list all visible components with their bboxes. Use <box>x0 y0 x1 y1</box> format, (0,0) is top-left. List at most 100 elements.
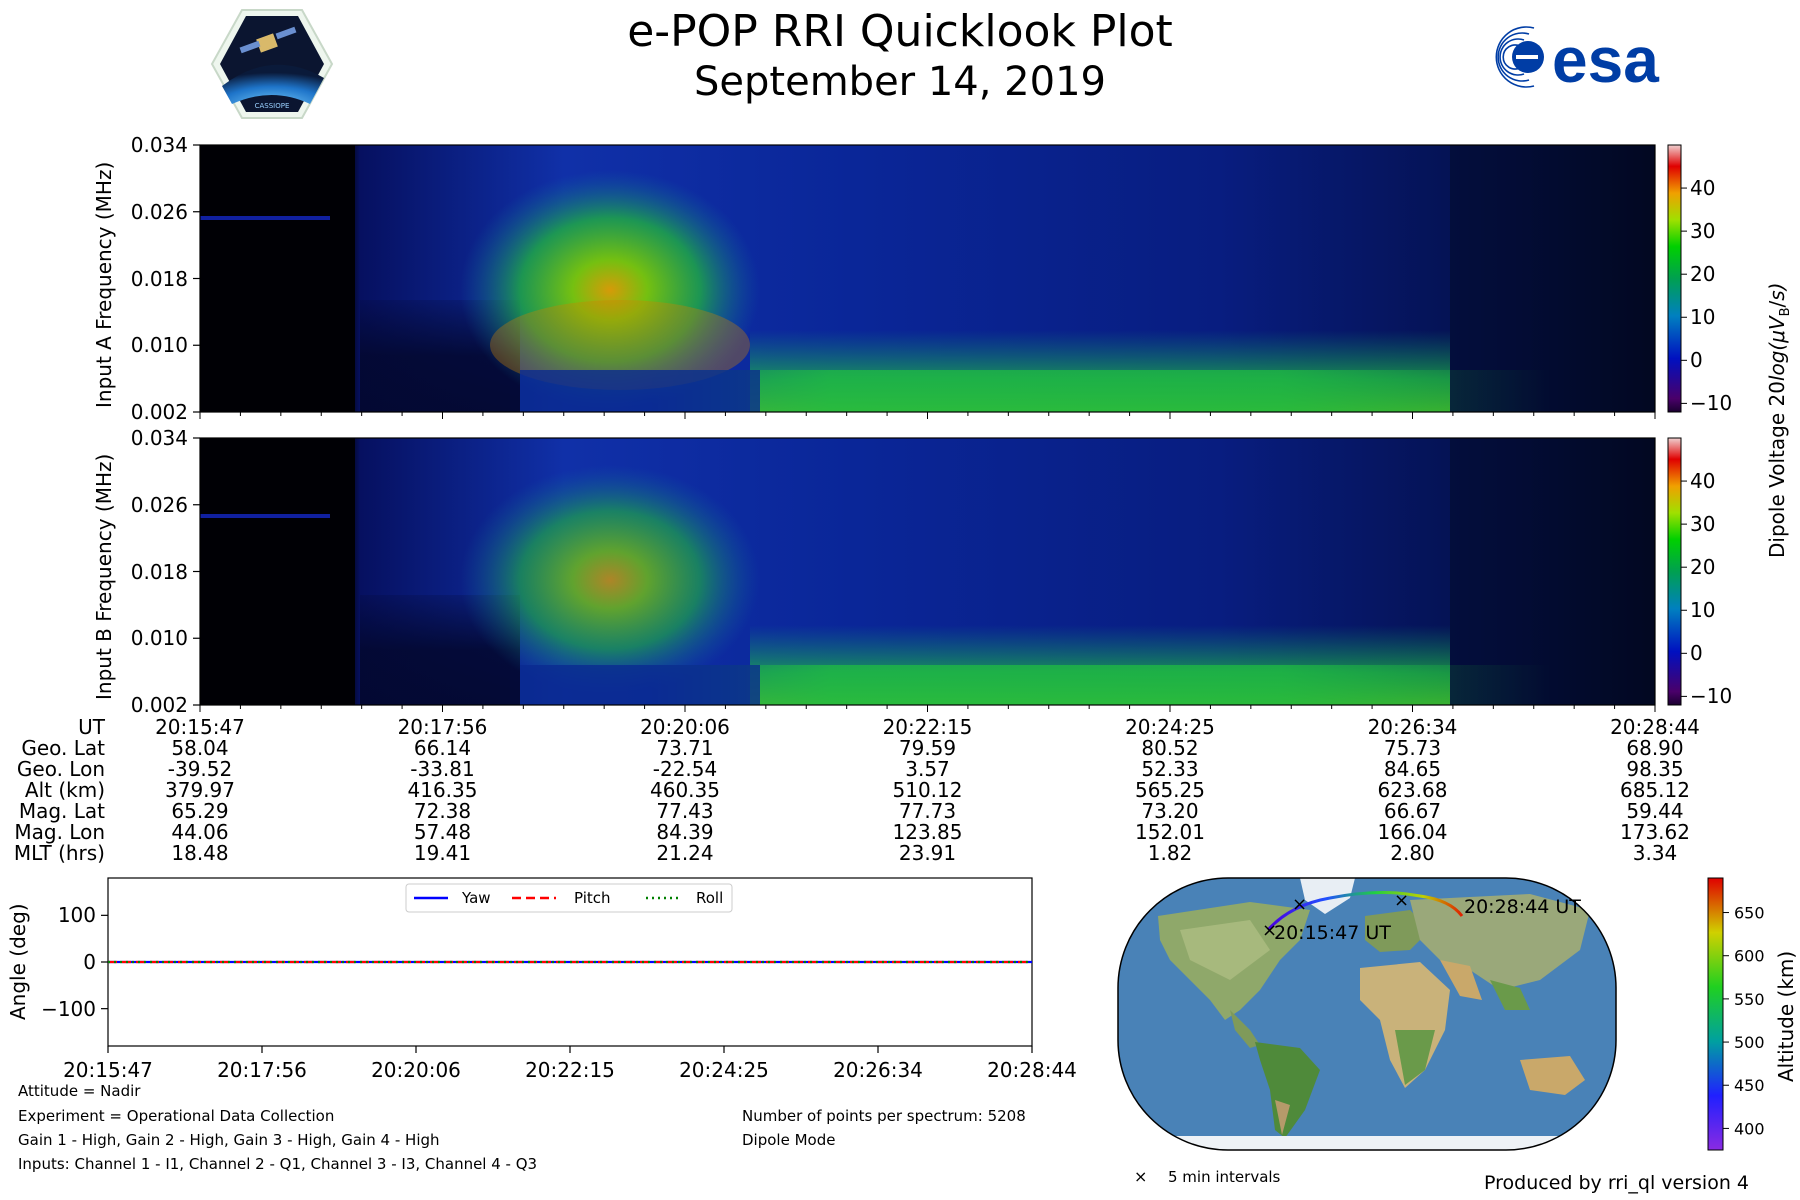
ephemeris-cell: 623.68 <box>1377 778 1448 802</box>
ephemeris-cell: 166.04 <box>1377 820 1448 844</box>
ephemeris-row-label: MLT (hrs) <box>13 841 105 865</box>
ephemeris-cell: 18.48 <box>171 841 229 865</box>
ephemeris-cell: 44.06 <box>171 820 229 844</box>
attitude-xtick-label: 20:26:34 <box>833 1058 923 1082</box>
colorbar-label-end: s) <box>1765 282 1789 301</box>
ephemeris-cell: 19.41 <box>413 841 472 865</box>
map-frame <box>1117 877 1617 1151</box>
altitude-tick-label: 500 <box>1734 1033 1765 1052</box>
ephemeris-cell: 152.01 <box>1135 820 1205 844</box>
orbit-track <box>1266 890 1464 931</box>
ytick-label: 0.026 <box>130 199 188 224</box>
ephemeris-cell: 77.43 <box>656 799 714 823</box>
points-note: Number of points per spectrum: 5208 <box>742 1107 1026 1125</box>
ephemeris-cell: 20:15:47 <box>155 715 245 739</box>
ephemeris-cell: 65.29 <box>171 799 229 823</box>
orbit-end-label: 20:28:44 UT <box>1464 896 1581 918</box>
ytick-label: 0.018 <box>130 559 188 584</box>
ytick-label: 0.018 <box>130 266 188 291</box>
interval-legend-marker: × <box>1134 1167 1147 1186</box>
attitude-note: Attitude = Nadir <box>18 1082 141 1100</box>
ephemeris-cell: 23.91 <box>898 841 957 865</box>
page-title: e-POP RRI Quicklook Plot <box>627 6 1173 57</box>
ephemeris-row: Geo. Lon -39.52 -33.81 -22.54 3.57 52.33 84.65… <box>0 758 1800 780</box>
ephemeris-cell: 20:17:56 <box>397 715 488 739</box>
ytick-label: 0.010 <box>130 333 188 358</box>
ephemeris-row: Geo. Lat 58.04 66.14 73.71 79.59 80.52 75.73 68… <box>0 737 1800 759</box>
attitude-xtick-label: 20:22:15 <box>525 1058 615 1082</box>
altitude-label: Altitude (km) <box>1774 950 1798 1082</box>
mode-note: Dipole Mode <box>742 1131 836 1149</box>
ytick-label: 0.010 <box>130 626 188 651</box>
ephemeris-table: UT 20:15:47 20:17:56 20:20:06 20:22:15 20:24:… <box>0 716 1800 866</box>
ephemeris-cell: 20:24:25 <box>1125 715 1215 739</box>
ephemeris-cell: 123.85 <box>892 820 963 844</box>
ephemeris-cell: 57.48 <box>413 820 472 844</box>
ephemeris-cell: 685.12 <box>1620 778 1690 802</box>
legend-roll-label: Roll <box>696 889 723 907</box>
ephemeris-cell: 59.44 <box>1626 799 1684 823</box>
attitude-ytick-label: 0 <box>83 950 96 974</box>
ephemeris-row: MLT (hrs) 18.48 19.41 21.24 23.91 1.82 2.80 3.3… <box>0 842 1800 864</box>
colorbar-label: Dipole Voltage 20log(μVB/s) <box>1765 282 1793 558</box>
attitude-xtick-label: 20:24:25 <box>679 1058 769 1082</box>
altitude-tick-label: 600 <box>1734 947 1765 966</box>
colorbar-b <box>1667 437 1682 706</box>
ephemeris-cell: 84.65 <box>1383 757 1442 781</box>
ephemeris-row-label: Mag. Lon <box>14 820 105 844</box>
legend-pitch-label: Pitch <box>574 889 611 907</box>
ephemeris-cell: 416.35 <box>407 778 478 802</box>
ephemeris-cell: 73.20 <box>1141 799 1199 823</box>
colorbar-tick-label: 0 <box>1690 641 1703 666</box>
attitude-xtick-label: 20:20:06 <box>371 1058 461 1082</box>
attitude-ytick-label: −100 <box>41 996 96 1021</box>
ephemeris-cell: 21.24 <box>656 841 714 865</box>
altitude-colorbar <box>1707 877 1724 1151</box>
ytick-label: 0.002 <box>130 400 188 424</box>
colorbar-tick-label: 0 <box>1690 348 1703 373</box>
ephemeris-row: Alt (km) 379.97 416.35 460.35 510.12 565.25 62… <box>0 779 1800 801</box>
input-b-spectrogram <box>200 438 1655 705</box>
ephemeris-cell: 66.67 <box>1383 799 1442 823</box>
ytick-label: 0.034 <box>130 133 188 157</box>
altitude-tick-label: 400 <box>1734 1119 1765 1138</box>
gains-note: Gain 1 - High, Gain 2 - High, Gain 3 - H… <box>18 1131 440 1149</box>
interval-legend-text: 5 min intervals <box>1168 1168 1281 1186</box>
ytick-label: 0.002 <box>130 693 188 717</box>
orbit-map: × × × 20:15:47 UT 20:28:44 UT × 5 min in… <box>1117 877 1765 1186</box>
colorbar-a <box>1667 144 1682 413</box>
ephemeris-cell: 98.35 <box>1626 757 1684 781</box>
colorbar-label-sub: B <box>1778 307 1793 317</box>
attitude-ytick-label: 100 <box>57 903 96 928</box>
ephemeris-row: UT 20:15:47 20:17:56 20:20:06 20:22:15 20:24:… <box>0 716 1800 738</box>
ephemeris-cell: 2.80 <box>1390 841 1435 865</box>
colorbar-tick-label: 30 <box>1690 512 1716 537</box>
ephemeris-cell: 80.52 <box>1141 736 1199 760</box>
esa-logo: esa <box>1495 24 1659 92</box>
ephemeris-row-label: Geo. Lon <box>16 757 105 781</box>
colorbar-tick-label: 10 <box>1690 598 1716 623</box>
colorbar-tick-label: 20 <box>1690 555 1716 580</box>
ephemeris-cell: 66.14 <box>413 736 472 760</box>
ephemeris-cell: -33.81 <box>410 757 475 781</box>
attitude-xtick-label: 20:28:44 <box>987 1058 1077 1082</box>
ephemeris-cell: 460.35 <box>650 778 720 802</box>
ephemeris-row-label: Alt (km) <box>24 778 105 802</box>
ephemeris-cell: 77.73 <box>898 799 957 823</box>
altitude-tick-label: 650 <box>1734 904 1765 923</box>
colorbar-tick-label: −10 <box>1690 391 1733 416</box>
attitude-xtick-label: 20:15:47 <box>63 1058 153 1082</box>
ephemeris-row-label: Geo. Lat <box>21 736 105 760</box>
esa-logo-text: esa <box>1552 24 1659 92</box>
ephemeris-cell: 3.34 <box>1632 841 1678 865</box>
page-date: September 14, 2019 <box>694 59 1106 105</box>
ephemeris-cell: 1.82 <box>1147 841 1193 865</box>
ephemeris-cell: 58.04 <box>171 736 229 760</box>
ephemeris-cell: 84.39 <box>656 820 714 844</box>
legend-yaw-label: Yaw <box>461 889 491 907</box>
ephemeris-cell: -22.54 <box>652 757 718 781</box>
ephemeris-cell: 79.59 <box>898 736 957 760</box>
ephemeris-cell: 379.97 <box>165 778 235 802</box>
altitude-tick-label: 450 <box>1734 1076 1765 1095</box>
ephemeris-cell: 20:20:06 <box>640 715 730 739</box>
